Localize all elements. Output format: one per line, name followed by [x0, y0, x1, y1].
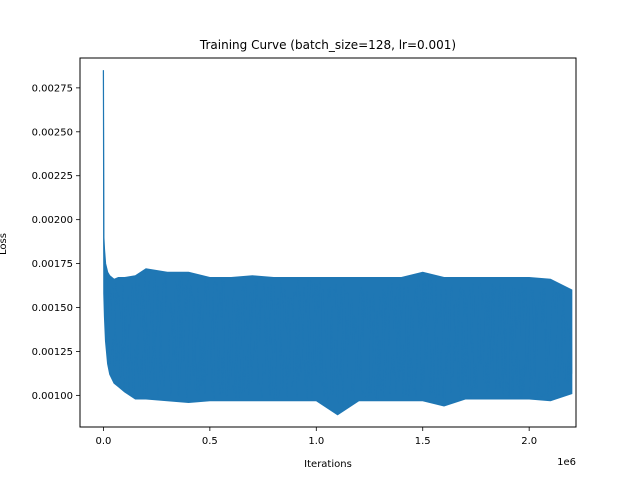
- x-axis-ticks: 0.0 0.5 1.0 1.5 2.0: [95, 427, 537, 447]
- y-tick-label: 0.00150: [32, 303, 73, 314]
- x-tick-label: 1.0: [308, 436, 324, 447]
- series-layer: [102, 70, 573, 416]
- loss-series-line: [102, 70, 573, 407]
- y-tick-label: 0.00250: [32, 127, 73, 138]
- y-tick-label: 0.00125: [32, 347, 73, 358]
- x-tick-label: 0.5: [202, 436, 218, 447]
- y-tick-label: 0.00275: [32, 83, 73, 94]
- y-axis-ticks: 0.00100 0.00125 0.00150 0.00175 0.00200 0.002…: [32, 83, 80, 402]
- x-axis-label: Iterations: [304, 459, 352, 470]
- x-axis-offset-label: 1e6: [557, 457, 576, 468]
- chart-title: Training Curve (batch_size=128, lr=0.001…: [199, 38, 456, 52]
- axes-frame: [79, 57, 577, 428]
- x-tick-label: 2.0: [521, 436, 537, 447]
- plot-area: [79, 57, 577, 428]
- y-axis-label: Loss: [0, 233, 9, 255]
- y-tick-label: 0.00175: [32, 259, 73, 270]
- x-tick-label: 1.5: [415, 436, 431, 447]
- x-tick-label: 0.0: [95, 436, 111, 447]
- y-tick-label: 0.00100: [32, 391, 73, 402]
- y-tick-label: 0.00200: [32, 215, 73, 226]
- y-tick-label: 0.00225: [32, 171, 73, 182]
